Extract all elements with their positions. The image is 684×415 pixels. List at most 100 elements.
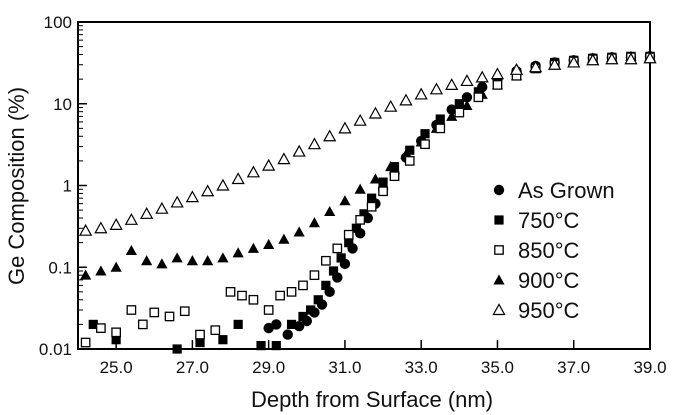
data-point — [309, 270, 320, 281]
x-tick-label: 39.0 — [633, 358, 666, 377]
legend-label: 900°C — [518, 268, 580, 293]
data-point — [185, 190, 200, 203]
data-point — [246, 165, 261, 178]
x-tick-label: 29.0 — [252, 358, 285, 377]
data-series — [79, 50, 657, 354]
data-point — [125, 244, 137, 256]
y-axis: 0.01 0.1 1 10 100 — [39, 13, 87, 359]
data-point — [492, 80, 503, 90]
data-point — [405, 145, 415, 155]
data-point — [359, 209, 369, 219]
data-point — [389, 162, 400, 172]
data-point — [528, 60, 543, 73]
data-point — [232, 247, 244, 258]
x-tick-label: 25.0 — [100, 358, 133, 377]
legend-marker — [492, 303, 506, 316]
data-point — [307, 137, 322, 150]
data-point — [141, 255, 153, 266]
data-point — [324, 205, 336, 217]
data-point — [378, 186, 388, 197]
data-point — [293, 321, 305, 332]
legend-item: 950°C — [492, 298, 580, 323]
data-point — [435, 123, 446, 134]
data-point — [336, 253, 346, 263]
data-point — [171, 252, 183, 263]
data-point — [109, 218, 123, 230]
data-point — [323, 129, 337, 142]
y-axis-title: Ge Composition (%) — [4, 87, 29, 285]
x-tick-label: 27.0 — [176, 358, 209, 377]
legend-marker — [493, 274, 505, 285]
data-point — [567, 55, 581, 68]
data-point — [216, 178, 230, 191]
legend-item: As Grown — [493, 178, 615, 203]
data-point — [548, 57, 562, 70]
y-tick-label: 1 — [63, 177, 72, 196]
legend-label: 950°C — [518, 298, 580, 323]
data-point — [262, 158, 276, 171]
data-point — [156, 258, 168, 269]
data-point — [111, 327, 121, 338]
data-point — [338, 121, 352, 134]
data-point — [282, 329, 293, 340]
data-point — [233, 319, 243, 329]
y-tick-label: 0.1 — [48, 258, 72, 277]
data-point — [460, 74, 474, 87]
data-point — [473, 92, 484, 103]
data-point — [293, 226, 305, 237]
data-point — [420, 139, 430, 150]
data-point — [110, 261, 122, 272]
data-point — [354, 183, 366, 194]
x-axis: 25.0 27.0 29.0 31.0 33.0 35.0 37.0 39.0 — [100, 340, 667, 377]
data-point — [195, 329, 205, 340]
data-point — [339, 195, 351, 206]
data-point — [461, 99, 473, 111]
data-point — [202, 255, 214, 266]
data-point — [473, 87, 483, 97]
data-point — [355, 215, 366, 225]
data-point — [369, 173, 382, 184]
data-point — [278, 233, 290, 244]
data-point — [186, 255, 198, 266]
legend-marker — [494, 245, 504, 255]
data-point — [475, 70, 489, 83]
data-point — [237, 290, 247, 301]
data-point — [328, 266, 339, 276]
data-point — [435, 114, 445, 124]
x-tick-label: 31.0 — [328, 358, 361, 377]
x-tick-label: 35.0 — [481, 358, 514, 377]
legend-label: As Grown — [518, 178, 615, 203]
data-point — [195, 337, 205, 348]
legend-item: 750°C — [494, 208, 580, 233]
data-point — [80, 337, 91, 348]
data-point — [271, 341, 281, 351]
data-point — [366, 201, 377, 212]
data-point — [643, 51, 657, 64]
data-point — [96, 323, 106, 333]
data-point — [389, 171, 400, 182]
data-point — [126, 305, 137, 315]
data-point — [225, 287, 236, 297]
data-point — [256, 341, 266, 351]
data-point — [88, 319, 98, 329]
legend-marker — [493, 184, 505, 196]
data-point — [94, 221, 108, 234]
x-axis-title: Depth from Surface (nm) — [251, 387, 493, 412]
data-point — [321, 280, 331, 290]
data-point — [344, 238, 354, 248]
data-point — [170, 195, 184, 208]
legend: As Grown 750°C 850°C 900°C 950°C — [492, 178, 615, 323]
data-point — [286, 287, 297, 297]
data-point — [263, 238, 275, 249]
legend-label: 850°C — [518, 238, 580, 263]
data-point — [429, 82, 444, 95]
data-point — [343, 229, 354, 240]
data-point — [95, 265, 107, 276]
data-point — [79, 223, 93, 236]
data-point — [351, 223, 361, 233]
y-tick-label: 0.01 — [39, 340, 72, 359]
data-point — [140, 207, 154, 219]
data-point — [332, 243, 343, 254]
data-point — [218, 335, 228, 345]
data-point — [217, 252, 229, 263]
